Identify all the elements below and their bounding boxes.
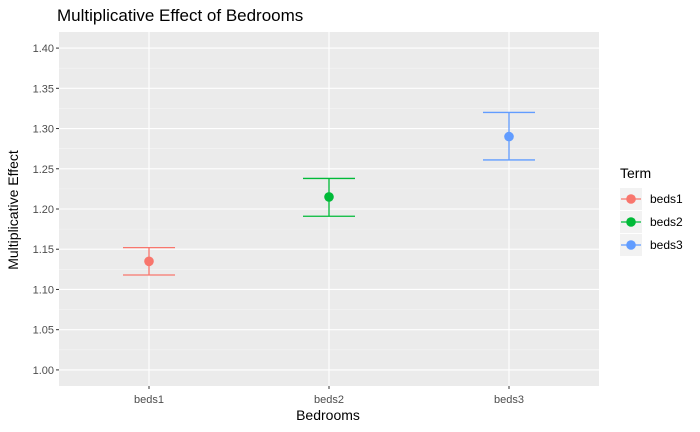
y-tick-label: 1.40 <box>33 43 54 55</box>
legend-key-point <box>626 217 636 227</box>
y-axis: 1.00 1.05 1.10 1.15 1.20 1.25 1.30 1.35 1.40 <box>33 43 59 377</box>
x-axis-title: Bedrooms <box>296 407 360 423</box>
y-tick-label: 1.05 <box>33 325 54 337</box>
legend-key-point <box>626 240 636 250</box>
errorbar-beds3 <box>483 111 535 161</box>
point-beds3 <box>504 131 514 142</box>
legend-title: Term <box>620 165 651 181</box>
chart-title: Multiplicative Effect of Bedrooms <box>57 6 303 25</box>
legend-item-beds2: beds2 <box>620 211 683 233</box>
y-tick-label: 1.35 <box>33 83 54 95</box>
x-tick-label: beds3 <box>494 394 524 406</box>
y-tick-label: 1.00 <box>33 365 54 377</box>
x-axis: beds1 beds2 beds3 <box>134 386 524 406</box>
legend-item-beds1: beds1 <box>620 188 683 210</box>
y-tick-label: 1.10 <box>33 284 54 296</box>
point-beds1 <box>144 256 154 267</box>
y-tick-label: 1.15 <box>33 244 54 256</box>
legend-label: beds2 <box>650 215 683 229</box>
y-tick-label: 1.25 <box>33 164 54 176</box>
legend-key-point <box>626 194 636 204</box>
x-tick-label: beds1 <box>134 394 164 406</box>
y-tick-label: 1.30 <box>33 124 54 136</box>
y-axis-title: Multiplicative Effect <box>5 150 21 270</box>
legend-label: beds1 <box>650 192 683 206</box>
legend-label: beds3 <box>650 238 683 252</box>
x-tick-label: beds2 <box>314 394 344 406</box>
y-tick-label: 1.20 <box>33 204 54 216</box>
errorbar-beds2 <box>303 177 355 217</box>
legend-item-beds3: beds3 <box>620 234 683 256</box>
legend: Term beds1 beds2 beds3 <box>620 165 683 256</box>
point-beds2 <box>324 192 334 202</box>
errorbar-beds1 <box>123 246 175 276</box>
data-marks <box>123 111 535 276</box>
